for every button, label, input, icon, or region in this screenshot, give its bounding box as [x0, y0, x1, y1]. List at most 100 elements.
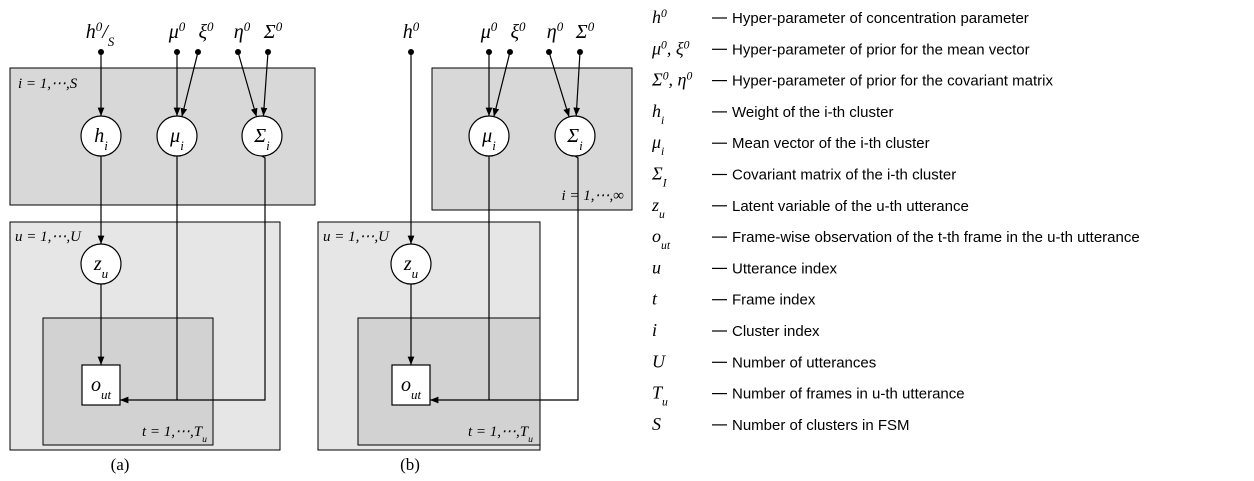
legend-symbol: i: [652, 320, 657, 340]
node-label-part: h: [94, 125, 104, 147]
plate-label: u = 1,⋯,U: [15, 229, 82, 245]
node-label-part: i: [180, 138, 184, 153]
node-label-part: Σ: [253, 125, 266, 147]
legend-symbol: out: [652, 226, 671, 252]
legend-symbol-part: I: [662, 176, 668, 189]
hyperparameter-part: η: [234, 21, 244, 43]
legend-symbol: μi: [651, 132, 664, 158]
plate-label: i = 1,⋯,S: [18, 76, 78, 92]
node-label-part: μ: [169, 125, 180, 147]
hyperparameter-part: h: [403, 21, 413, 43]
legend-symbol: S: [652, 414, 661, 434]
hyperparameter-part: Σ: [263, 21, 276, 43]
node-label: out: [91, 374, 112, 402]
node-label-part: μ: [481, 125, 492, 147]
legend-symbol: ΣI: [651, 164, 668, 190]
plate-label-part: i = 1,⋯,∞: [562, 188, 625, 204]
node-label: zu: [403, 253, 419, 281]
legend-description: Number of utterances: [732, 354, 876, 371]
legend-symbol: zu: [651, 195, 665, 221]
node: [390, 243, 432, 285]
hyperparameter-part: 0: [519, 19, 526, 34]
legend-description: Hyper-parameter of concentration paramet…: [732, 10, 1029, 27]
plate-label-part: u: [202, 434, 207, 445]
node-label-part: Σ: [566, 125, 579, 147]
hyperparameter-part: η: [547, 21, 557, 43]
hyperparameter-part: 0: [557, 19, 564, 34]
plate-label-part: t = 1,⋯,T: [142, 424, 204, 440]
legend-description: Frame index: [732, 292, 816, 309]
plate: [42, 317, 214, 446]
legend-description: Hyper-parameter of prior for the covaria…: [732, 73, 1053, 90]
node-label-part: z: [93, 253, 102, 275]
hyperparameter-part: 0: [588, 19, 595, 34]
legend-symbol-part: 0: [661, 7, 667, 20]
legend-symbol: h0: [652, 7, 667, 28]
node-label-part: i: [579, 138, 583, 153]
legend-symbol: Σ0, η0: [651, 69, 692, 90]
node: [468, 115, 510, 157]
plate: [357, 317, 541, 446]
hyperparameter: ξ0: [198, 19, 214, 44]
node-label: out: [401, 374, 422, 402]
plate-label-part: u = 1,⋯,U: [15, 229, 82, 245]
legend-symbol-part: 0: [661, 38, 667, 51]
legend-symbol-part: u: [659, 207, 665, 220]
hyperparameter-part: 0: [179, 19, 186, 34]
legend-description: Hyper-parameter of prior for the mean ve…: [732, 41, 1030, 58]
edge: [120, 155, 266, 404]
legend-symbol-part: S: [652, 414, 661, 434]
legend-symbol-part: z: [651, 195, 659, 215]
legend-description: Covariant matrix of the i-th cluster: [732, 167, 956, 184]
legend-symbol-part: μ: [651, 38, 661, 58]
node-label-part: i: [266, 138, 270, 153]
node-label-part: z: [403, 253, 412, 275]
hyperparameter-part: /: [101, 21, 110, 43]
hyperparameter: η0: [234, 19, 251, 44]
legend-description: Latent variable of the u-th utterance: [732, 198, 969, 215]
legend-symbol-part: ut: [661, 239, 671, 252]
node-label-part: i: [104, 138, 108, 153]
node-label: μi: [481, 125, 496, 153]
legend-symbol-part: U: [652, 351, 666, 371]
hyperparameter-part: h: [86, 21, 96, 43]
node-label: hi: [94, 125, 108, 153]
legend-description: Utterance index: [732, 260, 838, 277]
edge: [548, 51, 570, 118]
node-label-part: ut: [101, 387, 112, 402]
legend-symbol-part: u: [652, 257, 661, 277]
hyperparameter-part: μ: [168, 21, 179, 43]
hyperparameter-part: 0: [244, 19, 251, 34]
edge: [430, 155, 579, 404]
edge: [573, 51, 581, 117]
plate-label-part: i = 1,⋯,S: [18, 76, 78, 92]
legend-symbol-part: u: [662, 395, 668, 408]
edge: [180, 51, 199, 117]
hyperparameter-part: Σ: [575, 21, 588, 43]
node: [80, 243, 122, 285]
legend-symbol: U: [652, 351, 666, 371]
plate-label: t = 1,⋯,Tu: [468, 424, 533, 445]
hyperparameter: μ0: [168, 19, 186, 44]
hyperparameter-part: 0: [413, 19, 420, 34]
edge: [492, 51, 511, 117]
plate-label: u = 1,⋯,U: [323, 229, 390, 245]
node-label-part: o: [91, 374, 101, 396]
hyperparameter: h0/S: [86, 19, 115, 49]
hyperparameter: h0: [403, 19, 420, 44]
hyperparameter-part: ξ: [510, 21, 519, 43]
hyperparameter: Σ0: [575, 19, 595, 44]
legend-symbol: Tu: [652, 383, 668, 409]
legend-description: Mean vector of the i-th cluster: [732, 135, 930, 152]
hyperparameter-part: μ: [480, 21, 491, 43]
legend-description: Weight of the i-th cluster: [732, 104, 893, 121]
node-label: Σi: [253, 125, 270, 153]
legend-symbol: u: [652, 257, 661, 277]
legend-symbol-part: t: [652, 289, 658, 309]
legend-symbol-part: 0: [663, 69, 669, 82]
node-label: μi: [169, 125, 184, 153]
legend-symbol-part: i: [661, 113, 664, 126]
plate: [431, 67, 633, 211]
